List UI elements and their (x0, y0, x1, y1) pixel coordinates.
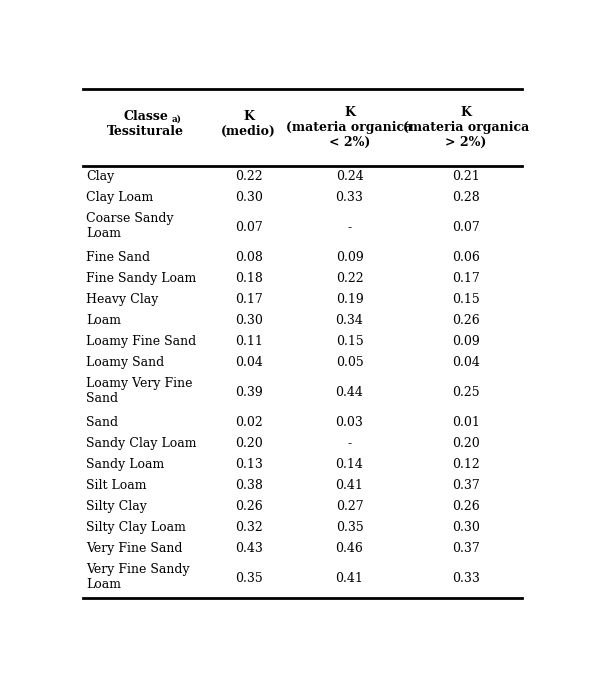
Text: Silty Clay Loam: Silty Clay Loam (86, 522, 186, 535)
Text: Sandy Clay Loam: Sandy Clay Loam (86, 437, 196, 450)
Text: a): a) (172, 114, 182, 123)
Text: 0.14: 0.14 (336, 458, 363, 471)
Text: 0.30: 0.30 (235, 191, 263, 204)
Text: Loamy Fine Sand: Loamy Fine Sand (86, 336, 196, 349)
Text: 0.02: 0.02 (235, 416, 263, 429)
Text: 0.17: 0.17 (452, 272, 480, 285)
Text: Heavy Clay: Heavy Clay (86, 294, 159, 306)
Text: 0.37: 0.37 (452, 543, 480, 556)
Text: 0.15: 0.15 (452, 294, 480, 306)
Text: Loamy Sand: Loamy Sand (86, 356, 165, 370)
Text: 0.09: 0.09 (452, 336, 480, 349)
Text: 0.19: 0.19 (336, 294, 363, 306)
Text: K
(materia organica
> 2%): K (materia organica > 2%) (402, 106, 529, 149)
Text: 0.26: 0.26 (235, 501, 263, 513)
Text: 0.12: 0.12 (452, 458, 480, 471)
Text: 0.24: 0.24 (336, 170, 363, 183)
Text: Sandy Loam: Sandy Loam (86, 458, 165, 471)
Text: 0.46: 0.46 (336, 543, 363, 556)
Text: 0.08: 0.08 (235, 251, 263, 264)
Text: 0.43: 0.43 (235, 543, 263, 556)
Text: Silty Clay: Silty Clay (86, 501, 147, 513)
Text: Loam: Loam (86, 315, 121, 328)
Text: 0.44: 0.44 (336, 386, 363, 400)
Text: Loamy Very Fine
Sand: Loamy Very Fine Sand (86, 377, 193, 405)
Text: K
(materia organica
< 2%): K (materia organica < 2%) (286, 106, 412, 149)
Text: 0.33: 0.33 (452, 573, 480, 586)
Text: Very Fine Sand: Very Fine Sand (86, 543, 183, 556)
Text: Clay Loam: Clay Loam (86, 191, 153, 204)
Text: 0.06: 0.06 (452, 251, 480, 264)
Text: -: - (348, 221, 352, 234)
Text: 0.30: 0.30 (452, 522, 480, 535)
Text: 0.18: 0.18 (235, 272, 263, 285)
Text: Clay: Clay (86, 170, 114, 183)
Text: -: - (348, 437, 352, 450)
Text: 0.01: 0.01 (452, 416, 480, 429)
Text: 0.21: 0.21 (452, 170, 480, 183)
Text: 0.07: 0.07 (235, 221, 263, 234)
Text: 0.20: 0.20 (452, 437, 480, 450)
Text: 0.41: 0.41 (336, 573, 363, 586)
Text: 0.09: 0.09 (336, 251, 363, 264)
Text: 0.28: 0.28 (452, 191, 480, 204)
Text: 0.22: 0.22 (336, 272, 363, 285)
Text: 0.17: 0.17 (235, 294, 263, 306)
Text: 0.26: 0.26 (452, 315, 480, 328)
Text: 0.35: 0.35 (235, 573, 263, 586)
Text: 0.39: 0.39 (235, 386, 263, 400)
Text: Very Fine Sandy
Loam: Very Fine Sandy Loam (86, 563, 190, 590)
Text: 0.37: 0.37 (452, 479, 480, 492)
Text: 0.13: 0.13 (235, 458, 263, 471)
Text: 0.30: 0.30 (235, 315, 263, 328)
Text: Fine Sand: Fine Sand (86, 251, 150, 264)
Text: Classe
Tessiturale: Classe Tessiturale (107, 110, 184, 138)
Text: 0.03: 0.03 (336, 416, 363, 429)
Text: 0.26: 0.26 (452, 501, 480, 513)
Text: Sand: Sand (86, 416, 118, 429)
Text: 0.11: 0.11 (235, 336, 263, 349)
Text: 0.04: 0.04 (235, 356, 263, 370)
Text: Silt Loam: Silt Loam (86, 479, 147, 492)
Text: 0.35: 0.35 (336, 522, 363, 535)
Text: 0.20: 0.20 (235, 437, 263, 450)
Text: K
(medio): K (medio) (221, 110, 276, 138)
Text: Coarse Sandy
Loam: Coarse Sandy Loam (86, 212, 174, 240)
Text: 0.05: 0.05 (336, 356, 363, 370)
Text: 0.41: 0.41 (336, 479, 363, 492)
Text: 0.22: 0.22 (235, 170, 263, 183)
Text: 0.33: 0.33 (336, 191, 363, 204)
Text: 0.32: 0.32 (235, 522, 263, 535)
Text: 0.07: 0.07 (452, 221, 480, 234)
Text: 0.38: 0.38 (235, 479, 263, 492)
Text: 0.04: 0.04 (452, 356, 480, 370)
Text: Fine Sandy Loam: Fine Sandy Loam (86, 272, 196, 285)
Text: 0.25: 0.25 (452, 386, 480, 400)
Text: 0.15: 0.15 (336, 336, 363, 349)
Text: 0.27: 0.27 (336, 501, 363, 513)
Text: 0.34: 0.34 (336, 315, 363, 328)
